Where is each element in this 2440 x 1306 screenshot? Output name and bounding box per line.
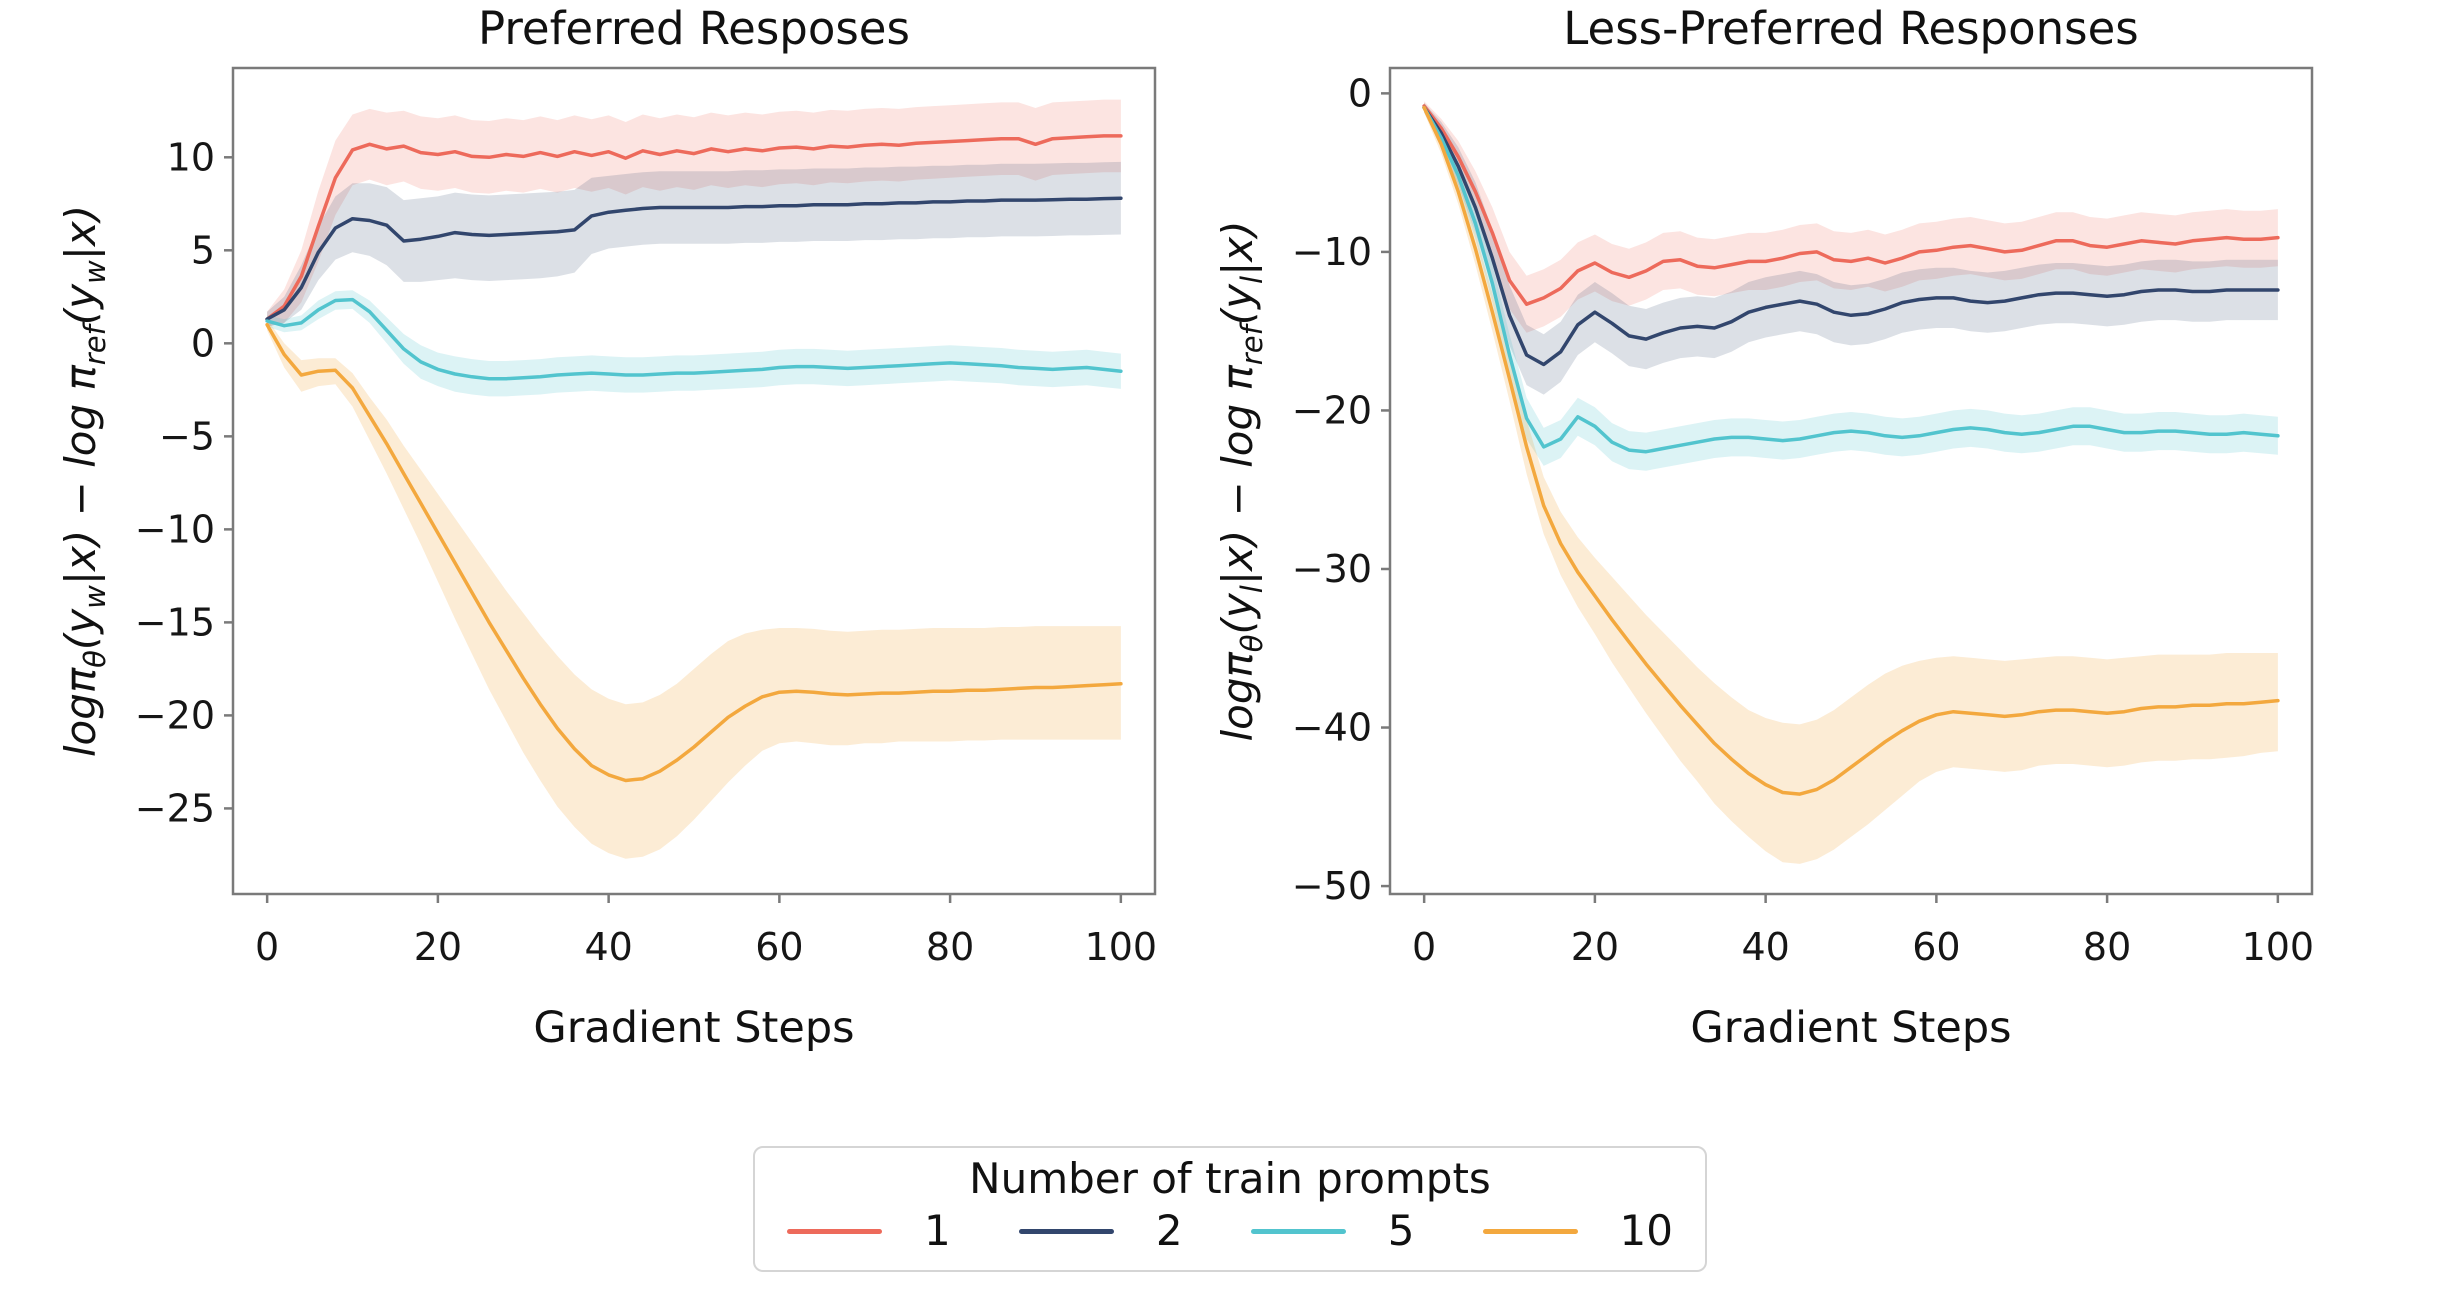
- x-tick-label: 40: [584, 925, 632, 969]
- subplot-1: 0 20 40 60 80 100 0 −10 −20 −30 −40 −50 Less-Preferr…: [1213, 2, 2314, 1053]
- legend-item-1: 1: [787, 1208, 951, 1254]
- y-tick-label: −10: [1292, 230, 1372, 274]
- legend-line-swatch-red: [787, 1228, 882, 1234]
- subplot-0: 0 20 40 60 80 100 10 5 0 −5 −10 −15 −20 −25 Preferred …: [56, 2, 1157, 1053]
- band-series-10: [267, 319, 1121, 859]
- y-tick-label: −25: [135, 786, 215, 830]
- y-tick-label: −20: [1292, 388, 1372, 432]
- x-tick-label: 0: [1412, 925, 1436, 969]
- x-tick-label: 20: [414, 925, 462, 969]
- y-tick-label: −50: [1292, 864, 1372, 908]
- band-series-2: [267, 161, 1121, 327]
- x-tick-label: 40: [1741, 925, 1789, 969]
- x-tick-label: 100: [1085, 925, 1158, 969]
- chart-title: Preferred Resposes: [478, 2, 910, 55]
- x-tick-label: 100: [2242, 925, 2315, 969]
- x-tick-label: 80: [2083, 925, 2131, 969]
- line-series-1: [1422, 104, 2280, 306]
- y-tick-label: −5: [159, 414, 215, 458]
- x-tick-label: 80: [926, 925, 974, 969]
- line-series-2: [1422, 105, 2280, 367]
- y-tick-label: −10: [135, 507, 215, 551]
- y-axis-label: logπθ(yl|x) − log πref(yl|x): [1213, 220, 1269, 741]
- axes-spines: [1388, 66, 2314, 896]
- band-series-10: [1424, 102, 2278, 864]
- y-tick-label: 10: [167, 135, 215, 179]
- x-tick-label: 0: [255, 925, 279, 969]
- x-tick-label: 60: [1912, 925, 1960, 969]
- y-axis-label: logπθ(yw|x) − log πref(yw|x): [56, 205, 112, 757]
- legend-item-label: 2: [1155, 1206, 1183, 1256]
- chart-title: Less-Preferred Responses: [1563, 2, 2139, 55]
- legend-line-swatch-orange: [1482, 1228, 1578, 1234]
- line-series-5: [265, 297, 1123, 381]
- line-series-1: [265, 134, 1123, 321]
- y-tick-label: −20: [135, 693, 215, 737]
- legend-line-swatch-cyan: [1250, 1228, 1346, 1234]
- y-tick-label: 0: [1348, 71, 1372, 115]
- legend-title: Number of train prompts: [969, 1154, 1491, 1203]
- axes-spines: [231, 66, 1157, 896]
- band-series-5: [267, 290, 1121, 397]
- legend-row: 1 2 5 10: [773, 1208, 1687, 1254]
- legend-item-label: 5: [1387, 1206, 1415, 1256]
- line-series-10: [1422, 105, 2280, 796]
- legend-line-swatch-navy: [1018, 1228, 1114, 1234]
- legend: Number of train prompts 1 2 5 10: [753, 1146, 1707, 1272]
- x-axis-label: Gradient Steps: [533, 1003, 854, 1053]
- legend-item-label: 10: [1619, 1206, 1673, 1256]
- line-series-5: [1422, 105, 2280, 454]
- line-series-2: [265, 196, 1123, 321]
- legend-item-5: 5: [1250, 1206, 1415, 1256]
- legend-item-label: 1: [924, 1206, 951, 1256]
- band-series-2: [1424, 102, 2278, 395]
- x-axis-label: Gradient Steps: [1690, 1003, 2011, 1053]
- y-tick-label: −30: [1292, 547, 1372, 591]
- y-tick-label: −40: [1292, 706, 1372, 750]
- y-tick-label: −15: [135, 600, 215, 644]
- legend-item-2: 2: [1018, 1206, 1183, 1256]
- line-series-10: [265, 322, 1123, 783]
- x-tick-label: 20: [1571, 925, 1619, 969]
- x-tick-label: 60: [755, 925, 803, 969]
- legend-item-10: 10: [1482, 1206, 1673, 1256]
- y-tick-label: 0: [191, 321, 215, 365]
- y-tick-label: 5: [191, 228, 215, 272]
